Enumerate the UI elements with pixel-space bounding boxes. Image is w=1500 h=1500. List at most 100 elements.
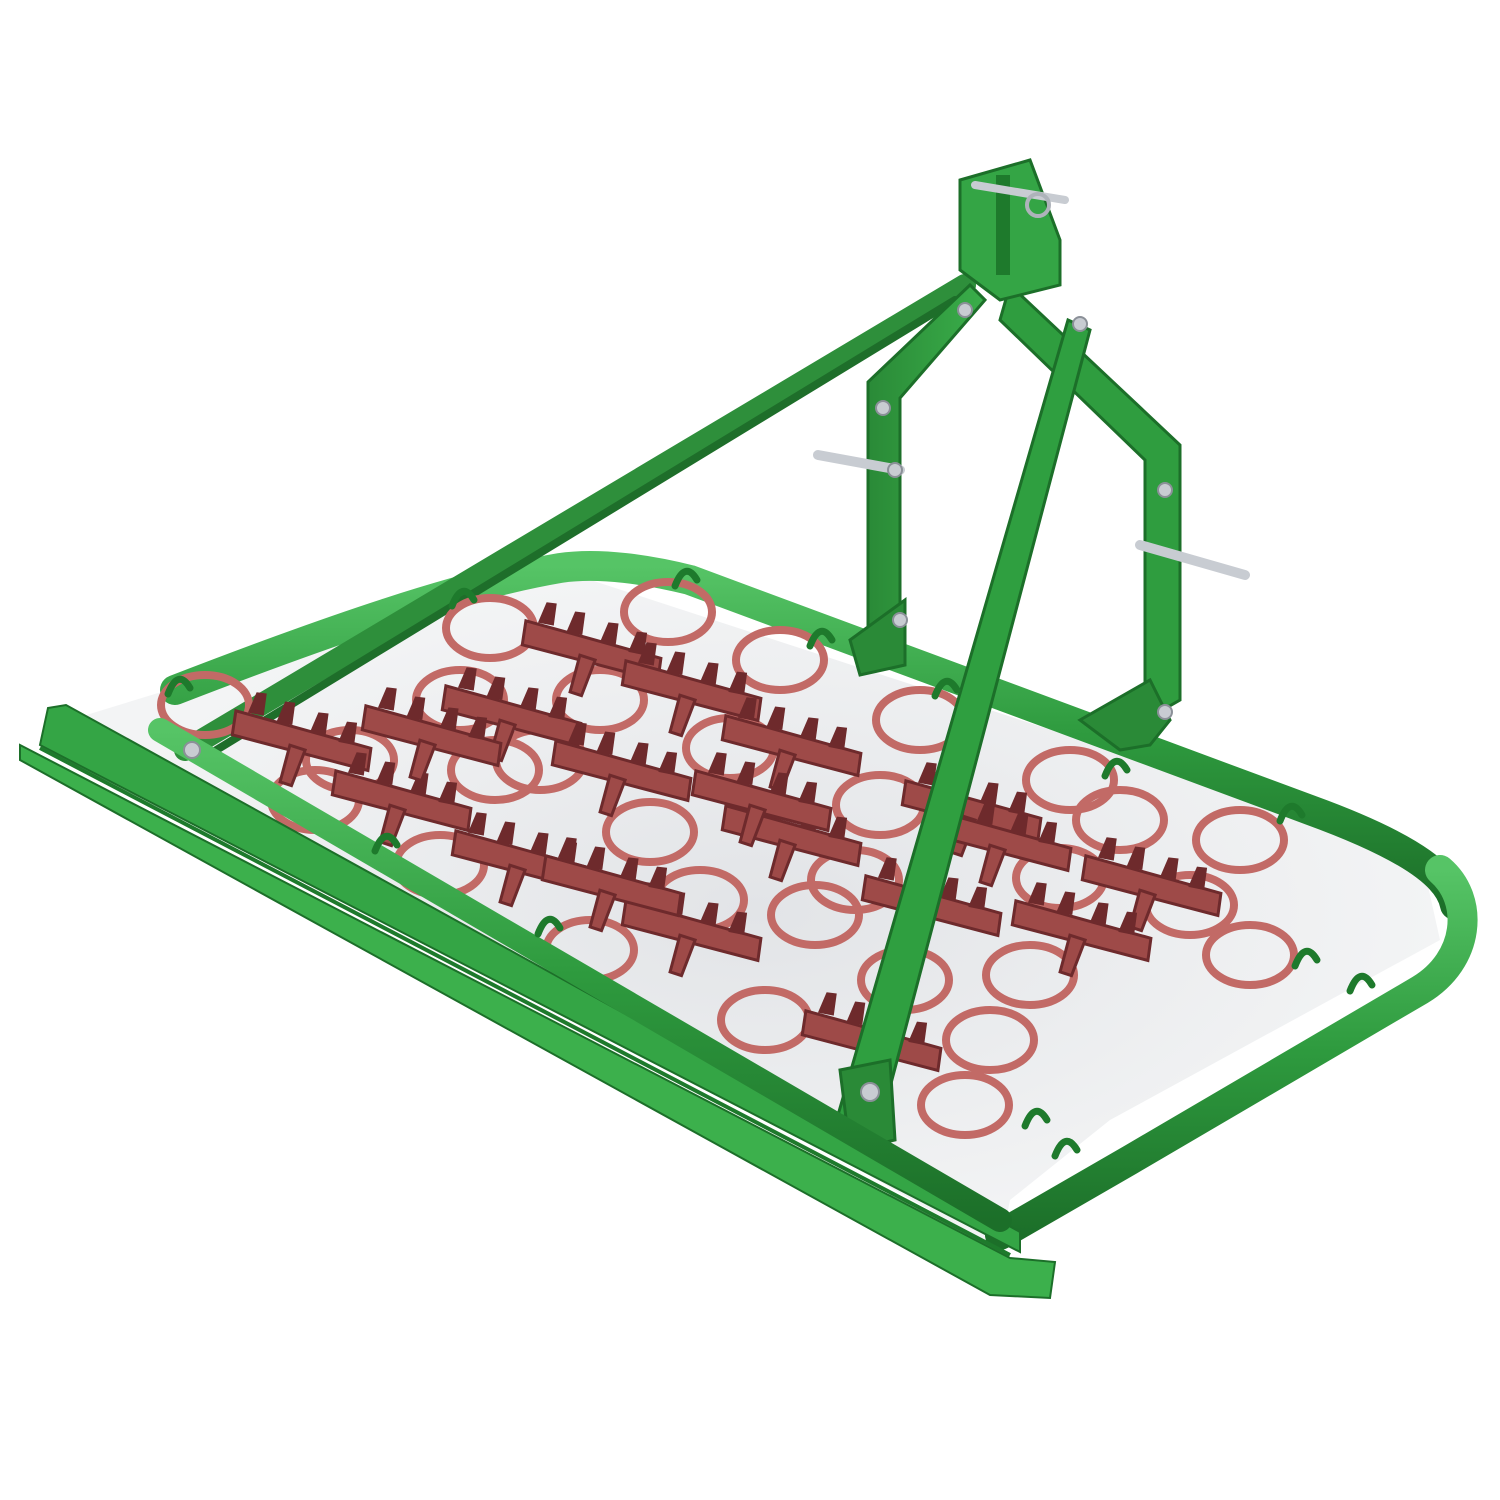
tine <box>586 846 606 870</box>
tine-link <box>690 752 833 848</box>
tine-link <box>230 692 373 788</box>
tine <box>1188 866 1208 890</box>
hitch-right-foot <box>1077 677 1172 752</box>
tine <box>699 902 719 926</box>
tine-link-stem <box>738 803 768 848</box>
tine-link-bar <box>720 713 863 778</box>
leveling-bar-face <box>19 743 1057 1300</box>
chain-ring <box>1192 806 1288 874</box>
tine <box>769 772 789 796</box>
tine <box>1159 857 1179 881</box>
tine <box>628 631 648 655</box>
tine-link-stem <box>978 843 1008 888</box>
ring-hook <box>1346 972 1376 995</box>
tine <box>1056 891 1076 915</box>
tine <box>1089 902 1109 926</box>
tine <box>566 611 586 635</box>
chain-ring <box>1022 746 1118 814</box>
tine <box>486 676 506 700</box>
tine <box>1118 911 1138 935</box>
tine <box>629 742 649 766</box>
chain-ring <box>917 1071 1013 1139</box>
tine <box>877 857 897 881</box>
tine <box>338 721 358 745</box>
tine-link-stem <box>408 738 438 783</box>
tine <box>1009 812 1029 836</box>
tine <box>968 886 988 910</box>
ring-hook <box>371 832 401 855</box>
ring-hook <box>448 587 478 610</box>
bolt <box>957 302 973 318</box>
tine <box>467 812 487 836</box>
chain-ring <box>1072 786 1168 854</box>
tine-link <box>1080 837 1223 933</box>
tine <box>736 761 756 785</box>
tine <box>828 816 848 840</box>
leveling-bar-top <box>38 703 1021 1254</box>
tine <box>658 751 678 775</box>
chain-ring <box>732 626 828 694</box>
tine <box>1027 882 1047 906</box>
strut-foot-bolt <box>860 1082 880 1102</box>
tine-link-bar <box>230 708 373 773</box>
tine <box>939 877 959 901</box>
bolt <box>892 612 908 628</box>
top-mast-slot <box>996 175 1010 275</box>
tine-link <box>540 837 683 933</box>
ring-hook <box>1291 947 1321 970</box>
tine <box>276 701 296 725</box>
tine-link <box>1010 882 1153 978</box>
tine-link-stem <box>1058 933 1088 978</box>
tine <box>468 716 488 740</box>
ring-hook <box>1101 757 1131 780</box>
ring-hook <box>806 627 836 650</box>
ring-hook <box>1021 1107 1051 1130</box>
tine-link-bar <box>330 768 473 833</box>
tine-link-stem <box>498 863 528 908</box>
tine <box>519 687 539 711</box>
chain-ring <box>157 671 253 739</box>
ring-hook <box>164 675 194 698</box>
ring-hooks <box>164 567 1376 1160</box>
tine-link <box>620 642 763 738</box>
tine <box>1038 821 1058 845</box>
bolt <box>887 462 903 478</box>
tine <box>457 667 477 691</box>
tine-link-bar <box>690 768 833 833</box>
tine-link-bar <box>360 703 503 768</box>
bolt <box>1157 482 1173 498</box>
tine <box>976 801 996 825</box>
frame-rear-tube <box>160 550 1470 920</box>
chain-ring <box>942 1006 1038 1074</box>
tine <box>728 911 748 935</box>
tine <box>619 857 639 881</box>
bolt <box>875 400 891 416</box>
tine <box>376 761 396 785</box>
tine <box>728 671 748 695</box>
tine <box>766 706 786 730</box>
tine-link-stem <box>588 888 618 933</box>
chain-ring <box>602 798 698 866</box>
tine-link <box>360 687 503 783</box>
tine <box>439 707 459 731</box>
tine <box>817 992 837 1016</box>
tine-link-stem <box>598 773 628 818</box>
tine <box>699 662 719 686</box>
tine <box>496 821 516 845</box>
chain-ring <box>982 941 1078 1009</box>
tine <box>567 722 587 746</box>
ring-hook <box>1051 1137 1081 1160</box>
tine <box>979 782 999 806</box>
tine-link-bar <box>620 898 763 963</box>
bolt <box>1157 704 1173 720</box>
top-link-pin <box>971 181 1069 204</box>
tine <box>846 1001 866 1025</box>
ring-hook <box>1276 802 1306 825</box>
tine <box>799 717 819 741</box>
brace-foot-bolt <box>183 741 201 759</box>
tine <box>908 1021 928 1045</box>
tine <box>707 752 727 776</box>
tine <box>247 692 267 716</box>
